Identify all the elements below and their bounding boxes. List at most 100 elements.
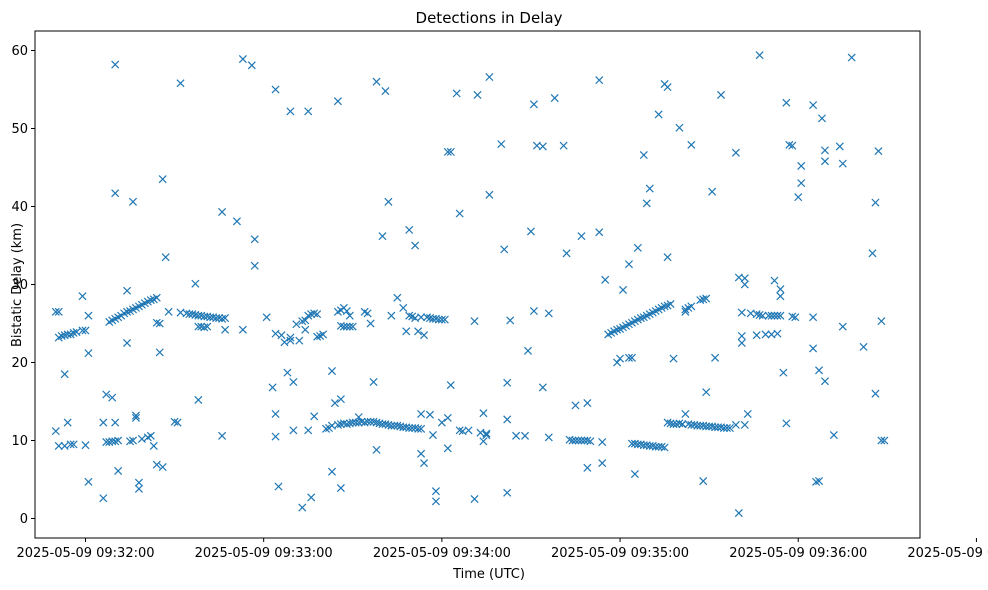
data-point bbox=[345, 311, 354, 320]
data-point bbox=[363, 309, 372, 318]
data-point bbox=[660, 443, 669, 452]
data-point bbox=[788, 312, 797, 321]
data-point bbox=[782, 98, 791, 107]
data-point bbox=[559, 141, 568, 150]
data-point bbox=[877, 317, 886, 326]
data-point bbox=[81, 441, 90, 450]
data-point bbox=[215, 314, 224, 323]
data-point bbox=[776, 292, 785, 301]
data-point bbox=[399, 303, 408, 312]
data-point bbox=[348, 322, 357, 331]
data-point bbox=[289, 377, 298, 387]
data-point bbox=[414, 327, 423, 336]
data-point bbox=[526, 227, 535, 236]
data-point bbox=[506, 316, 515, 325]
data-point bbox=[731, 148, 740, 157]
data-point bbox=[51, 307, 60, 316]
data-point bbox=[672, 420, 681, 429]
data-point bbox=[678, 420, 687, 429]
data-point bbox=[571, 401, 580, 410]
data-point bbox=[716, 90, 726, 99]
data-point bbox=[663, 418, 672, 427]
x-axis-ticks: 2025-05-09 09:32:00 2025-05-09 09:33:00 20… bbox=[16, 538, 988, 561]
data-point bbox=[262, 313, 271, 322]
data-point bbox=[271, 85, 280, 94]
data-point bbox=[128, 436, 138, 445]
data-point bbox=[301, 325, 310, 334]
data-point bbox=[114, 436, 123, 445]
data-point bbox=[387, 421, 396, 430]
data-point bbox=[443, 444, 452, 453]
data-point bbox=[758, 311, 767, 320]
data-point bbox=[203, 322, 212, 331]
data-point bbox=[544, 433, 553, 442]
data-point bbox=[538, 142, 547, 151]
y-tick-label: 20 bbox=[11, 356, 28, 371]
data-point bbox=[782, 419, 791, 428]
data-point bbox=[770, 311, 779, 320]
data-point bbox=[711, 423, 720, 432]
data-point bbox=[339, 322, 348, 331]
data-point bbox=[785, 140, 794, 149]
data-point bbox=[529, 306, 538, 316]
data-point bbox=[146, 296, 155, 305]
data-point bbox=[417, 409, 426, 419]
data-point bbox=[755, 51, 764, 60]
data-point bbox=[336, 395, 345, 404]
data-point bbox=[63, 418, 72, 427]
data-point bbox=[752, 331, 761, 340]
data-point bbox=[417, 313, 426, 322]
data-point bbox=[173, 418, 182, 427]
data-point bbox=[363, 417, 372, 426]
data-point bbox=[645, 184, 654, 193]
data-point bbox=[446, 147, 455, 156]
data-point bbox=[616, 354, 625, 363]
data-point bbox=[809, 344, 818, 353]
data-point bbox=[327, 467, 337, 476]
data-point bbox=[313, 310, 322, 319]
data-point bbox=[550, 94, 559, 103]
data-point bbox=[197, 322, 206, 331]
data-point bbox=[666, 299, 675, 309]
data-point bbox=[372, 445, 381, 454]
data-point bbox=[681, 409, 690, 419]
data-point bbox=[571, 436, 580, 445]
data-point bbox=[512, 431, 521, 440]
data-point bbox=[57, 331, 66, 341]
y-tick-label: 60 bbox=[11, 44, 28, 59]
data-point bbox=[809, 101, 818, 110]
data-point bbox=[437, 315, 446, 324]
data-point bbox=[354, 413, 363, 422]
x-tick-label: 2025-05-09 09:35:00 bbox=[551, 546, 689, 561]
data-point bbox=[250, 261, 259, 270]
x-tick-label: 2025-05-09 09:34:00 bbox=[373, 546, 511, 561]
data-point bbox=[218, 314, 227, 323]
data-point bbox=[313, 332, 322, 341]
data-point bbox=[422, 313, 432, 322]
data-point bbox=[99, 418, 108, 427]
data-point bbox=[743, 409, 752, 419]
data-point bbox=[675, 123, 684, 132]
data-point bbox=[218, 207, 227, 216]
data-point bbox=[503, 378, 512, 387]
data-point bbox=[114, 466, 123, 475]
data-point bbox=[482, 431, 491, 440]
data-point bbox=[815, 477, 824, 486]
data-point bbox=[702, 294, 711, 303]
data-point bbox=[630, 470, 639, 479]
data-point bbox=[402, 327, 411, 336]
data-point bbox=[669, 354, 678, 363]
data-point bbox=[342, 306, 351, 316]
data-point bbox=[84, 477, 93, 486]
data-point bbox=[633, 243, 642, 252]
y-axis-label: Bistatic Delay (km) bbox=[10, 223, 25, 347]
data-point bbox=[339, 419, 348, 428]
data-point bbox=[170, 417, 179, 426]
data-point bbox=[283, 368, 292, 377]
data-point bbox=[574, 436, 583, 445]
data-point bbox=[310, 412, 319, 421]
data-point bbox=[123, 307, 132, 316]
data-point bbox=[859, 342, 868, 351]
data-point bbox=[737, 308, 746, 317]
